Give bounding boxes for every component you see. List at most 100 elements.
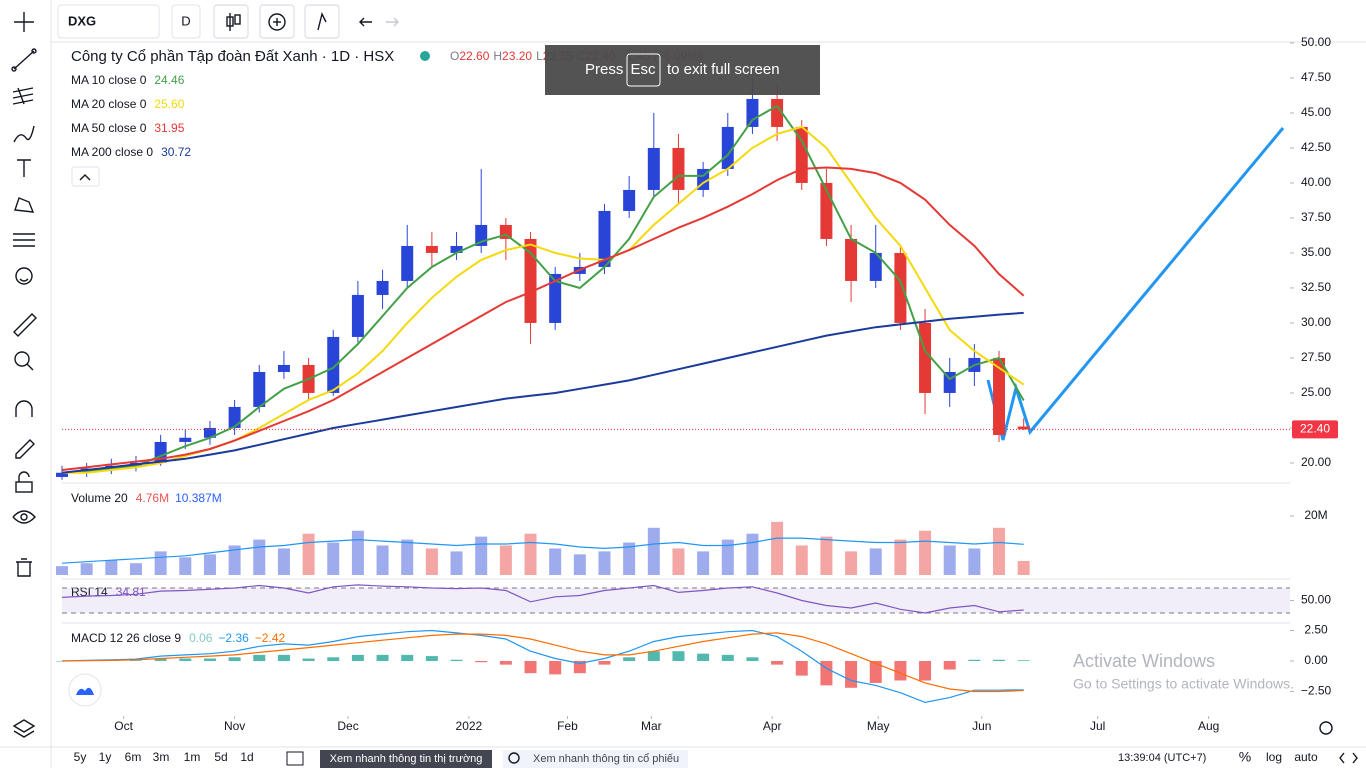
- range-button[interactable]: 6m: [125, 750, 142, 764]
- collapse-button[interactable]: [71, 166, 100, 187]
- volume-bar: [869, 548, 882, 575]
- candle-body: [919, 322, 932, 393]
- candle-body: [524, 238, 537, 323]
- candle-body: [351, 294, 364, 337]
- left-toolbar[interactable]: [11, 12, 37, 738]
- candle-body: [549, 273, 562, 323]
- macd-hist: [598, 660, 611, 665]
- macd-hist: [721, 654, 734, 661]
- volume-bar: [573, 554, 586, 575]
- scroll-arrows[interactable]: [1339, 752, 1358, 764]
- macd-hist: [968, 659, 981, 661]
- macd-hist: [129, 660, 142, 661]
- volume-bar: [943, 545, 956, 575]
- volume-bar: [524, 533, 537, 575]
- logo-mark: [76, 687, 94, 695]
- candle-body: [672, 147, 685, 190]
- y-tick-label: 50.00: [1301, 593, 1331, 607]
- volume-bar: [376, 545, 389, 575]
- signal-line: [61, 632, 1024, 693]
- volume-bar: [179, 557, 192, 575]
- candle-body: [771, 98, 784, 127]
- range-button[interactable]: 5d: [214, 750, 227, 764]
- range-button[interactable]: 1d: [240, 750, 253, 764]
- interval[interactable]: D: [181, 13, 190, 28]
- auto-toggle[interactable]: auto: [1294, 750, 1318, 764]
- top-icons[interactable]: [213, 4, 399, 39]
- macd-hist: [623, 657, 636, 661]
- ma-line: [62, 125, 1025, 474]
- fullscreen-overlay: [545, 45, 820, 95]
- range-button[interactable]: 1m: [184, 750, 201, 764]
- macd-hist-value: 0.06: [189, 631, 213, 645]
- interval-box[interactable]: [171, 4, 201, 39]
- symbol-box[interactable]: [57, 4, 160, 39]
- stock-search-label[interactable]: Xem nhanh thông tin cổ phiếu: [533, 753, 679, 765]
- symbol[interactable]: DXG: [68, 13, 96, 28]
- y-tick-label: 25.00: [1301, 385, 1331, 399]
- x-tick-label: Aug: [1198, 719, 1219, 733]
- ohlc-key: L: [536, 49, 543, 63]
- volume-bar: [154, 551, 167, 575]
- y-tick-label: 20M: [1304, 508, 1327, 522]
- y-tick-label: 0.00: [1304, 653, 1328, 667]
- macd-signal-value: −2.42: [255, 631, 286, 645]
- candle-body: [647, 147, 660, 190]
- macd-hist: [746, 657, 759, 661]
- ma-legend: MA 50 close 0 31.95: [71, 121, 185, 135]
- macd-hist: [154, 658, 167, 661]
- chart-title: Công ty Cổ phần Tập đoàn Đất Xanh · 1D ·…: [71, 48, 394, 65]
- volume-bar: [845, 551, 858, 575]
- settings-icon[interactable]: [1319, 721, 1333, 735]
- macd-hist: [919, 660, 932, 681]
- candle-body: [845, 238, 858, 281]
- macd-hist: [179, 658, 192, 661]
- volume-bar: [993, 527, 1006, 575]
- macd-line: [61, 629, 1024, 704]
- macd-hist: [672, 651, 685, 661]
- volume-bar: [746, 533, 759, 575]
- range-button[interactable]: 5y: [74, 750, 87, 764]
- range-buttons: 5y 1y 6m 3m 1m 5d 1d: [74, 750, 254, 764]
- log-toggle[interactable]: log: [1266, 750, 1282, 764]
- y-tick-label: 42.50: [1301, 140, 1331, 154]
- macd-hist: [647, 651, 660, 661]
- ma-name: MA 10 close 0: [71, 73, 147, 87]
- candle-body: [598, 210, 611, 267]
- x-tick-label: Jul: [1090, 719, 1105, 733]
- collapse-icon[interactable]: [79, 174, 91, 181]
- candle-body: [179, 437, 192, 442]
- volume-bar: [499, 545, 512, 575]
- calendar-icon[interactable]: [286, 751, 304, 766]
- market-button[interactable]: [320, 750, 492, 768]
- volume-bar: [549, 548, 562, 575]
- range-button[interactable]: 1y: [99, 750, 112, 764]
- macd-hist: [56, 660, 68, 662]
- user-drawing[interactable]: [986, 127, 1285, 441]
- y-tick-label: 37.50: [1301, 210, 1331, 224]
- volume-bar: [795, 545, 808, 575]
- ma-value: 30.72: [161, 145, 191, 159]
- y-tick-label: 2.50: [1304, 623, 1328, 637]
- candle-body: [894, 252, 907, 323]
- x-tick-label: Oct: [114, 719, 133, 733]
- range-button[interactable]: 3m: [153, 750, 170, 764]
- overlay-text: to exit full screen: [667, 61, 780, 78]
- stock-search[interactable]: [503, 750, 688, 768]
- ma-legend: MA 20 close 0 25.60: [71, 97, 185, 111]
- percent-toggle[interactable]: %: [1239, 749, 1251, 765]
- volume-bar: [56, 566, 68, 575]
- search-icon: [508, 752, 520, 764]
- macd-hist: [549, 660, 562, 675]
- x-tick-label: Nov: [224, 719, 245, 733]
- rsi-line: [61, 584, 1024, 614]
- candle-body: [228, 406, 241, 428]
- candle-body: [56, 472, 68, 477]
- esc-key: [626, 53, 661, 87]
- volume-legend: Volume 20 4.76M 10.387M: [71, 491, 222, 505]
- volume-bar: [302, 533, 315, 575]
- market-button-label[interactable]: Xem nhanh thông tin thị trường: [330, 753, 483, 765]
- macd-hist: [450, 659, 463, 661]
- volume-bar: [1017, 560, 1030, 575]
